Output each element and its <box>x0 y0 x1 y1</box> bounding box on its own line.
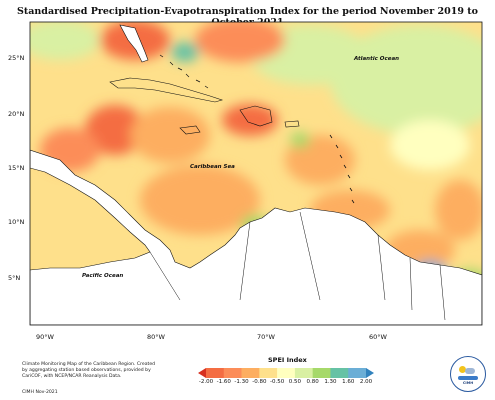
lon-tick-60w: 60°W <box>369 333 388 341</box>
legend-colorbar <box>198 368 374 378</box>
lat-tick-15n: 15°N <box>8 164 25 172</box>
lat-tick-10n: 10°N <box>8 218 25 226</box>
lat-tick-25n: 25°N <box>8 54 25 62</box>
legend-title: SPEI Index <box>268 356 307 364</box>
cloud-icon <box>465 368 475 374</box>
lat-tick-20n: 20°N <box>8 110 25 118</box>
legend-swatch <box>198 368 206 378</box>
lon-tick-90w: 90°W <box>36 333 55 341</box>
legend-ticks: -2.00 -1.60 -1.30 -0.80 -0.50 0.50 0.80 1.30 1.6… <box>196 379 386 387</box>
legend-swatch <box>330 368 349 378</box>
credit-date: CIMH Nov-2021 <box>22 390 58 395</box>
pacific-ocean-label: Pacific Ocean <box>82 273 123 279</box>
lon-tick-70w: 70°W <box>257 333 276 341</box>
legend-swatch <box>259 368 278 378</box>
land <box>30 24 482 325</box>
legend-tick-label: 2.00 <box>359 379 373 385</box>
legend-tick-label: 0.50 <box>288 379 301 385</box>
legend-tick-label: 0.80 <box>306 379 319 385</box>
legend-swatch <box>366 368 374 378</box>
lon-tick-80w: 80°W <box>147 333 166 341</box>
legend-tick-label: -0.80 <box>252 379 267 385</box>
sun-icon <box>459 366 466 373</box>
legend-swatch <box>348 368 367 378</box>
legend-swatch <box>223 368 242 378</box>
logo-text: CIMH <box>462 381 474 385</box>
legend-tick-label: -1.60 <box>216 379 231 385</box>
cimh-logo: CIMH <box>450 356 486 392</box>
legend-tick-label: -1.30 <box>234 379 249 385</box>
atlantic-ocean-label: Atlantic Ocean <box>353 56 399 62</box>
legend-tick-label: 1.30 <box>324 379 337 385</box>
legend-swatch <box>206 368 225 378</box>
credit-text: Climate Monitoring Map of the Caribbean … <box>22 362 156 380</box>
legend-tick-label: -2.00 <box>198 379 214 385</box>
legend-tick-label: -0.50 <box>269 379 285 385</box>
map-frame <box>29 21 483 326</box>
legend-swatch <box>277 368 296 378</box>
legend-swatch <box>294 368 313 378</box>
caribbean-sea-label: Caribbean Sea <box>190 164 235 170</box>
spei-field <box>30 22 482 325</box>
legend-swatch <box>312 368 331 378</box>
legend-tick-label: 1.60 <box>342 379 355 385</box>
wave-icon <box>458 376 478 380</box>
legend-swatch <box>241 368 260 378</box>
lat-tick-5n: 5°N <box>8 274 20 282</box>
